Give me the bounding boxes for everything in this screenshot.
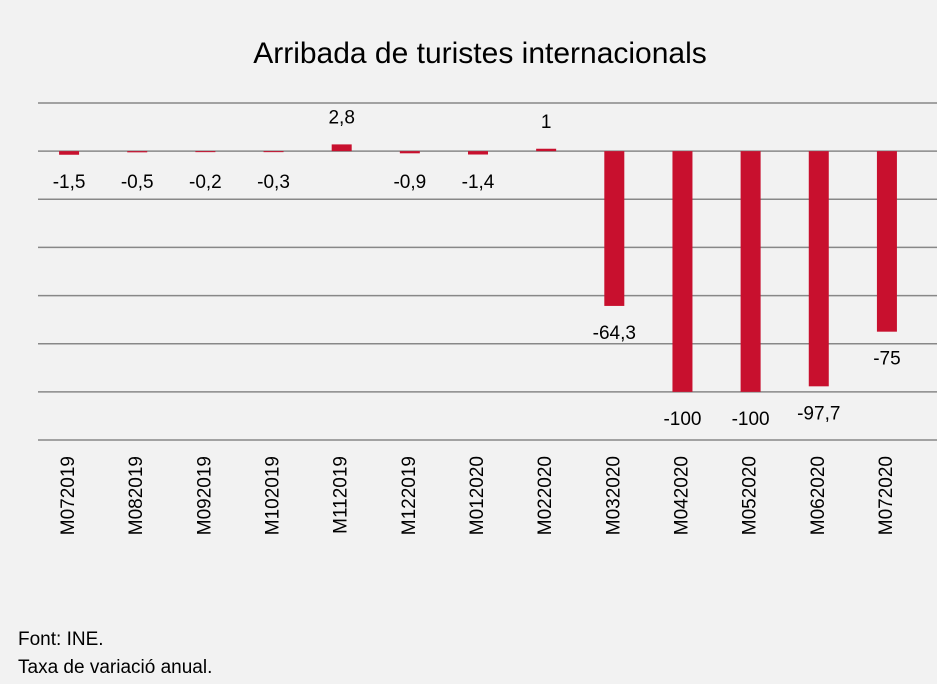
x-tick-label: M032020 xyxy=(603,456,624,535)
data-label: 1 xyxy=(541,112,552,133)
x-tick-label: M052020 xyxy=(740,456,761,535)
bar xyxy=(195,151,216,153)
x-tick-label: M012020 xyxy=(467,456,488,535)
data-label: -0,5 xyxy=(121,172,154,193)
data-label: -0,3 xyxy=(257,172,290,193)
chart-title: Arribada de turistes internacionals xyxy=(253,37,707,70)
data-label: -1,5 xyxy=(53,172,86,193)
bar xyxy=(263,151,284,153)
bar xyxy=(876,151,897,332)
data-label: -0,9 xyxy=(393,172,426,193)
bar xyxy=(399,151,420,154)
data-label: -100 xyxy=(732,409,770,430)
source-note: Font: INE. xyxy=(18,629,104,650)
bar xyxy=(331,144,352,152)
bar xyxy=(604,151,625,306)
x-tick-label: M072019 xyxy=(58,456,79,535)
x-tick-label: M092019 xyxy=(194,456,215,535)
data-label: -64,3 xyxy=(593,323,636,344)
data-label: -100 xyxy=(663,409,701,430)
footnote: Taxa de variació anual. xyxy=(18,657,212,678)
x-tick-label: M122019 xyxy=(399,456,420,535)
bar xyxy=(468,151,488,155)
x-tick-label: M102019 xyxy=(263,456,284,535)
x-tick-label: M112019 xyxy=(331,456,352,534)
data-label: -97,7 xyxy=(797,403,840,424)
data-label: 2,8 xyxy=(328,107,354,128)
bar xyxy=(672,151,693,392)
data-label: -0,2 xyxy=(189,172,222,193)
x-tick-label: M042020 xyxy=(671,456,692,535)
data-label: -1,4 xyxy=(462,172,495,193)
bar xyxy=(59,151,80,155)
data-label: -75 xyxy=(873,349,900,370)
bar xyxy=(808,151,829,387)
x-tick-label: M072020 xyxy=(876,456,897,535)
bar xyxy=(740,151,761,392)
bar xyxy=(127,151,148,153)
x-tick-label: M062020 xyxy=(808,456,829,535)
bar xyxy=(536,148,557,152)
x-tick-label: M082019 xyxy=(126,456,147,535)
x-tick-label: M022020 xyxy=(535,456,556,535)
